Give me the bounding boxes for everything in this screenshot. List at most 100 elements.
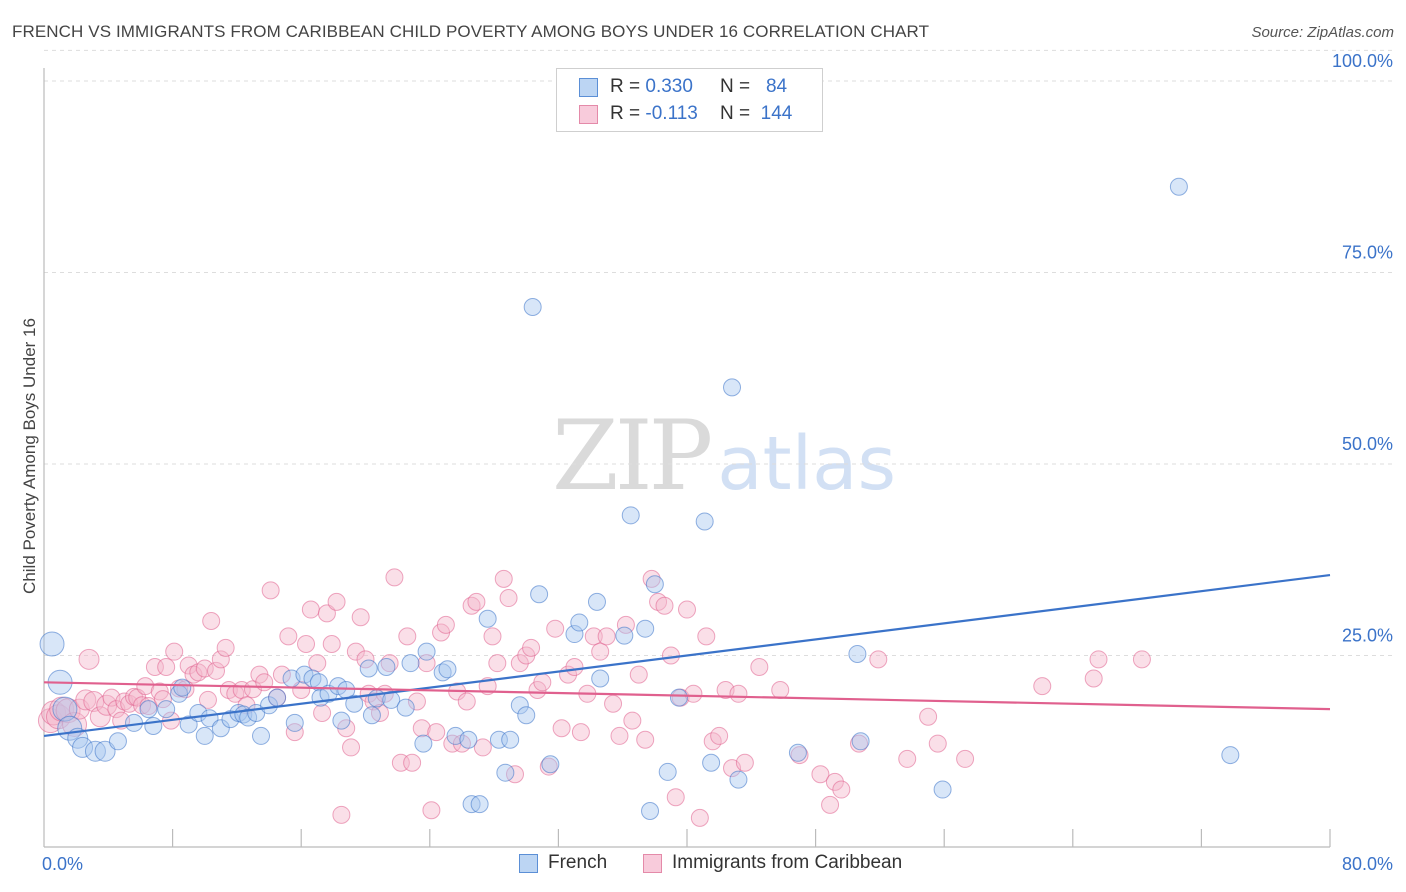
caribbean-point	[898, 749, 917, 768]
caribbean-point	[385, 568, 404, 587]
french-point	[1169, 177, 1188, 196]
watermark-zip: ZIP	[552, 400, 713, 512]
y-tick-label: 25.0%	[1342, 626, 1393, 646]
caribbean-point	[75, 689, 97, 711]
caribbean-point	[666, 788, 685, 807]
french-point	[645, 575, 664, 594]
caribbean-point	[750, 657, 769, 676]
caribbean-point	[565, 657, 584, 676]
caribbean-point	[297, 635, 316, 654]
french-point	[851, 732, 870, 751]
caribbean-point	[202, 612, 221, 631]
caribbean-point	[272, 665, 291, 684]
caribbean-point	[195, 659, 214, 678]
caribbean-point	[427, 723, 446, 742]
french-points	[39, 177, 1240, 820]
caribbean-point	[956, 749, 975, 768]
chart-title: FRENCH VS IMMIGRANTS FROM CARIBBEAN CHIL…	[12, 22, 930, 41]
french-point	[433, 663, 452, 682]
french-point	[788, 743, 807, 762]
caribbean-point	[684, 684, 703, 703]
x-tick-label: 0.0%	[42, 854, 83, 874]
french-point	[517, 706, 536, 725]
caribbean-point	[1132, 650, 1151, 669]
french-point	[530, 585, 549, 604]
caribbean-point	[661, 646, 680, 665]
caribbean-point	[591, 642, 610, 661]
caribbean-point	[342, 738, 361, 757]
y-tick-label: 100.0%	[1332, 51, 1393, 71]
caribbean-point	[412, 719, 431, 738]
french-point	[615, 626, 634, 645]
caribbean-point	[279, 627, 298, 646]
french-point	[139, 700, 158, 719]
caribbean-point	[1089, 650, 1108, 669]
caribbean-n-value: 144	[760, 103, 793, 124]
legend-caribbean-label: Immigrants from Caribbean	[672, 852, 903, 873]
r-label: R =	[610, 103, 641, 124]
caribbean-point	[629, 665, 648, 684]
french-point	[252, 726, 271, 745]
caribbean-point	[571, 723, 590, 742]
stats-row-caribbean: R = -0.113 N = 144	[557, 101, 792, 127]
caribbean-point	[771, 680, 790, 699]
french-point	[695, 512, 714, 531]
french-point	[1221, 746, 1240, 765]
french-point	[636, 619, 655, 638]
caribbean-point	[1084, 669, 1103, 688]
caribbean-point	[499, 589, 518, 608]
caribbean-point	[457, 692, 476, 711]
caribbean-point	[604, 694, 623, 713]
stats-row-french: R = 0.330 N = 84	[557, 74, 787, 100]
legend-item-caribbean: Immigrants from Caribbean	[643, 852, 902, 874]
caribbean-point	[610, 726, 629, 745]
french-swatch	[579, 77, 598, 97]
caribbean-point	[322, 635, 341, 654]
caribbean-point	[642, 569, 661, 588]
caribbean-point	[255, 673, 274, 692]
caribbean-point	[505, 765, 524, 784]
r-label: R =	[610, 76, 641, 97]
caribbean-point	[165, 642, 184, 661]
caribbean-r-value: -0.113	[645, 103, 698, 124]
french-point	[641, 801, 660, 820]
caribbean-swatch	[579, 104, 598, 124]
watermark: ZIP atlas	[552, 400, 896, 512]
french-point	[658, 762, 677, 781]
french-point	[268, 688, 287, 707]
legend-item-french: French	[519, 852, 607, 874]
caribbean-point	[301, 600, 320, 619]
caribbean-point	[811, 765, 830, 784]
french-r-value: 0.330	[645, 76, 693, 97]
caribbean-point	[678, 600, 696, 619]
caribbean-point	[825, 772, 844, 791]
french-point	[39, 631, 65, 657]
french-point	[933, 780, 952, 799]
caribbean-point	[821, 795, 840, 814]
caribbean-point	[332, 805, 351, 824]
caribbean-point	[407, 692, 426, 711]
caribbean-point	[351, 608, 370, 627]
caribbean-point	[735, 753, 754, 772]
caribbean-point	[533, 673, 552, 692]
french-point	[195, 726, 214, 745]
trendlines	[43, 573, 1331, 738]
caribbean-point	[317, 604, 336, 623]
caribbean-point	[552, 719, 571, 738]
caribbean-point	[261, 581, 280, 600]
french-point	[362, 706, 381, 725]
y-tick-label: 50.0%	[1342, 434, 1393, 454]
caribbean-trendline	[43, 681, 1331, 711]
caribbean-point	[157, 657, 176, 676]
french-point	[319, 684, 338, 703]
french-point	[729, 770, 748, 789]
caribbean-point	[510, 654, 529, 673]
caribbean-point	[184, 665, 203, 684]
french-point	[401, 654, 420, 673]
french-point	[396, 698, 415, 717]
french-point	[459, 730, 478, 749]
caribbean-point	[483, 627, 502, 646]
french-point	[72, 736, 94, 758]
caribbean-point	[546, 619, 565, 638]
caribbean-point	[398, 627, 417, 646]
